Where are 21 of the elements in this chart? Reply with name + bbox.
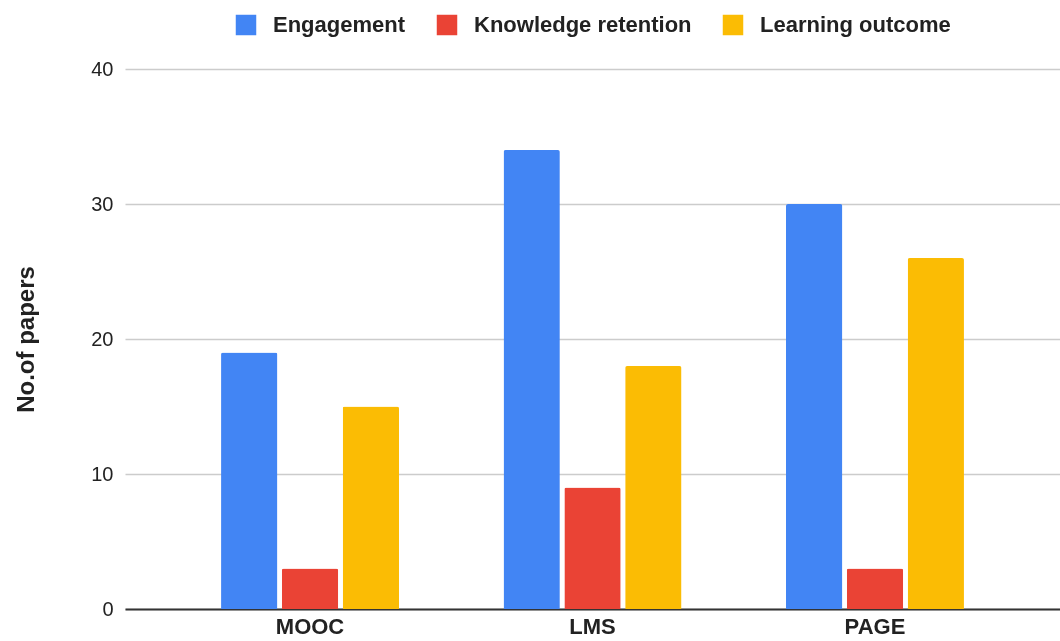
y-tick-label: 0 <box>102 597 114 620</box>
x-tick-label: MOOC <box>275 613 345 639</box>
legend-label: Knowledge retention <box>474 12 692 37</box>
bar <box>846 568 904 609</box>
bar <box>342 406 399 609</box>
x-tick-label: PAGE <box>844 613 906 639</box>
bar <box>221 352 278 609</box>
bar <box>907 258 964 609</box>
y-tick-label: 10 <box>91 462 114 485</box>
bar <box>786 204 843 609</box>
y-tick-label: 20 <box>91 327 114 350</box>
bar <box>503 150 560 609</box>
y-tick-label: 30 <box>91 192 114 215</box>
x-tick-label: LMS <box>569 613 616 639</box>
legend-label: Learning outcome <box>760 12 951 37</box>
bar <box>281 568 339 609</box>
y-tick-label: 40 <box>91 57 114 80</box>
y-axis-title: No.of papers <box>12 266 40 413</box>
bar <box>564 487 621 609</box>
legend-label: Engagement <box>273 12 406 37</box>
bar <box>625 366 682 609</box>
